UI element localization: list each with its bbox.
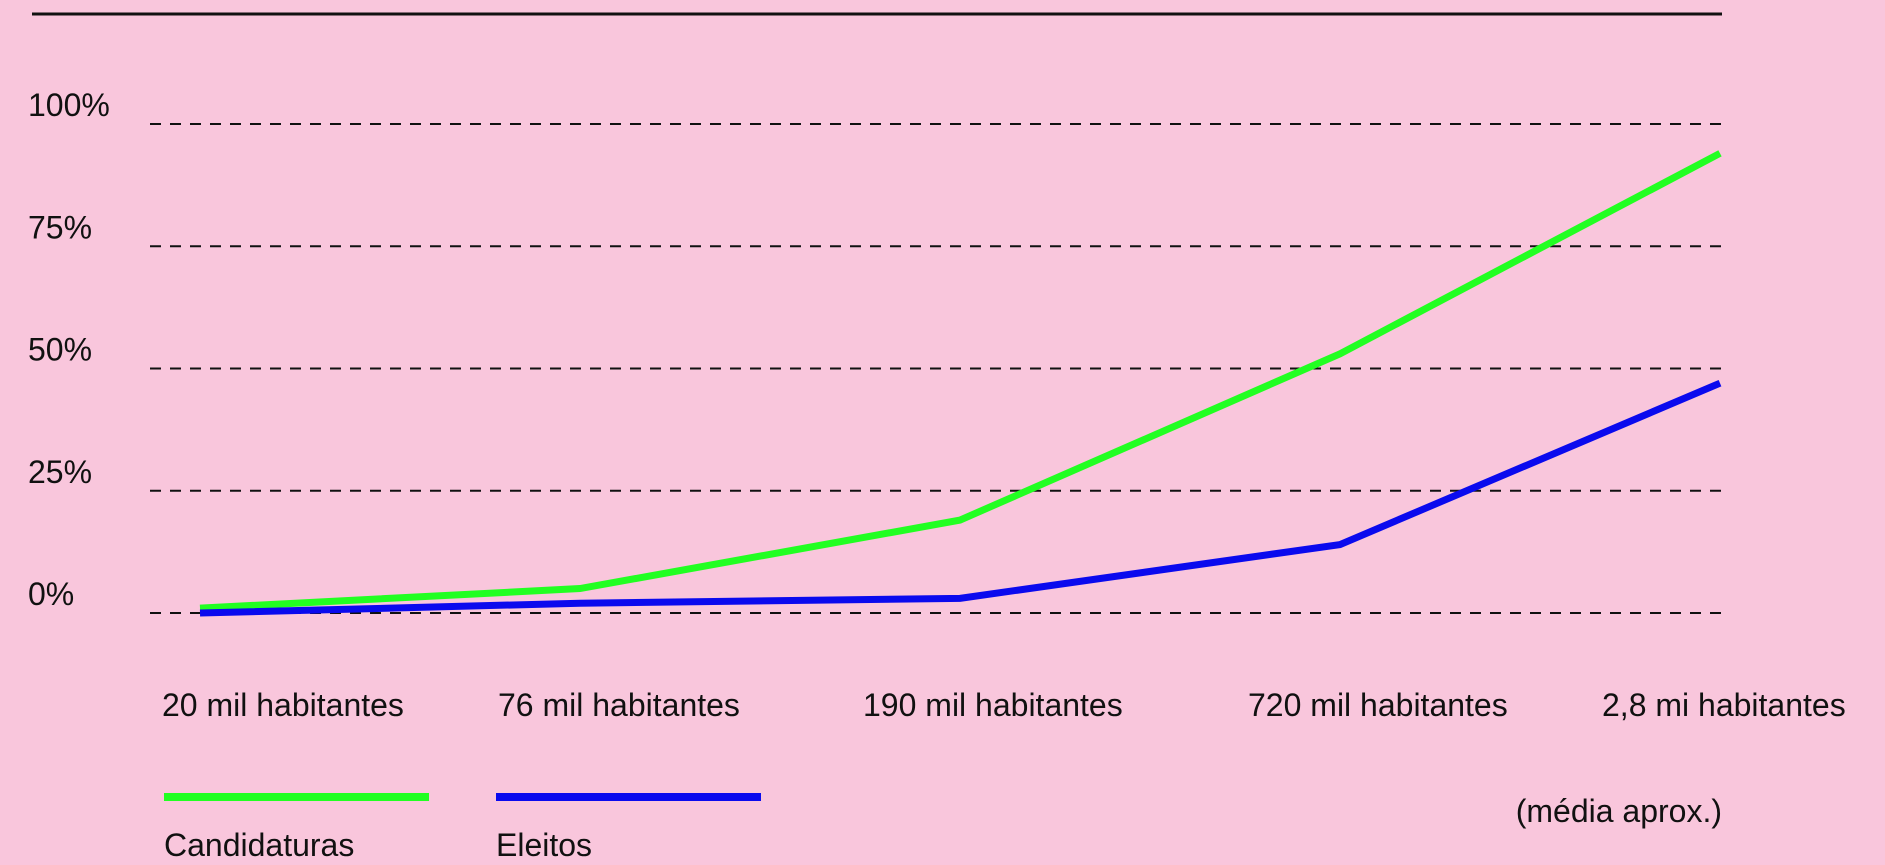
x-tick-label: 20 mil habitantes xyxy=(162,687,404,723)
y-tick-label: 75% xyxy=(28,209,92,245)
y-tick-label: 50% xyxy=(28,332,92,368)
x-tick-label: 190 mil habitantes xyxy=(863,687,1123,723)
y-axis-ticks: 0% 25% 50% 75% 100% xyxy=(28,87,110,612)
y-tick-label: 100% xyxy=(28,87,110,123)
x-axis-ticks: 20 mil habitantes 76 mil habitantes 190 mi… xyxy=(162,687,1846,723)
x-tick-label: 2,8 mi habitantes xyxy=(1602,687,1846,723)
y-tick-label: 0% xyxy=(28,576,74,612)
legend-label-candidaturas: Candidaturas xyxy=(164,827,354,863)
legend: Candidaturas Eleitos xyxy=(164,793,761,863)
note-text: (média aprox.) xyxy=(1516,793,1722,829)
y-tick-label: 25% xyxy=(28,454,92,490)
series-line-eleitos xyxy=(199,379,1722,617)
series-line-candidaturas xyxy=(199,150,1722,612)
x-tick-label: 76 mil habitantes xyxy=(498,687,740,723)
legend-label-eleitos: Eleitos xyxy=(496,827,592,863)
series-lines xyxy=(199,150,1722,617)
gridlines xyxy=(150,123,1722,614)
x-tick-label: 720 mil habitantes xyxy=(1248,687,1508,723)
